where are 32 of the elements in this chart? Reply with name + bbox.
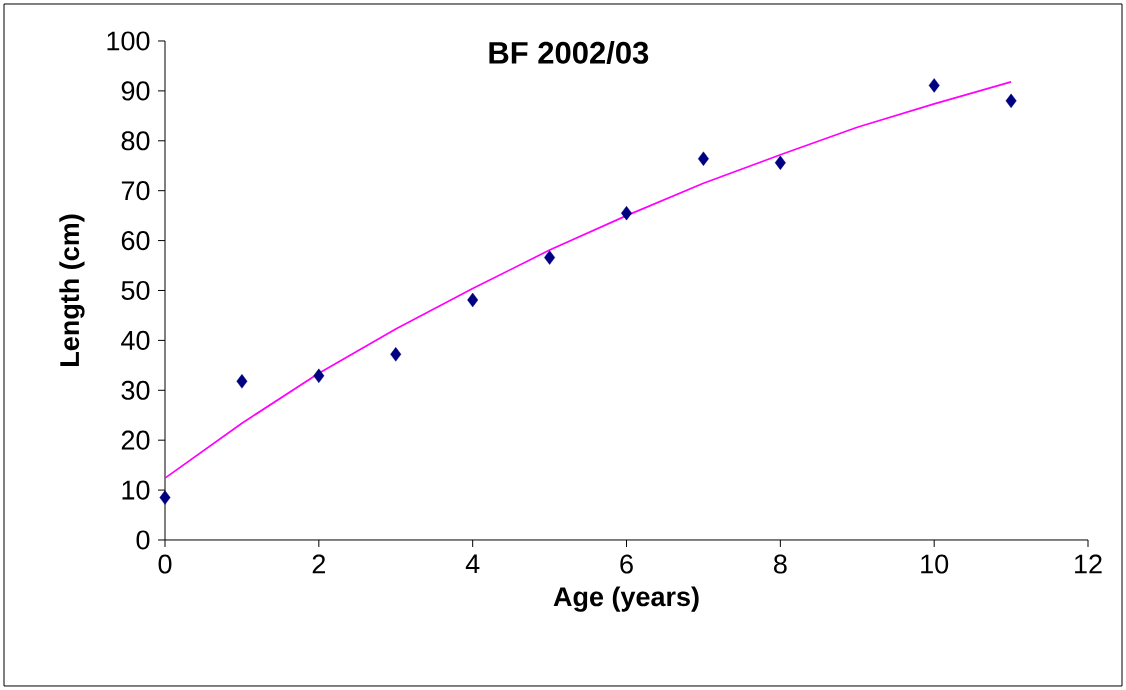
x-tick-label: 2 bbox=[312, 554, 325, 574]
point bbox=[774, 155, 786, 170]
point bbox=[313, 368, 325, 384]
y-tick-label: 0 bbox=[136, 530, 150, 550]
point bbox=[159, 490, 171, 505]
y-tick-label: 40 bbox=[121, 330, 150, 350]
point bbox=[697, 151, 709, 166]
y-tick-label: 10 bbox=[122, 480, 150, 500]
y-tick-label: 90 bbox=[121, 81, 150, 101]
x-tick-label: 6 bbox=[620, 554, 633, 574]
x-tick-label: 4 bbox=[465, 554, 480, 574]
point bbox=[467, 292, 479, 308]
y-tick-label: 30 bbox=[121, 380, 150, 400]
chart-title: BF 2002/03 bbox=[489, 41, 649, 65]
x-tick-label: 8 bbox=[774, 554, 787, 574]
point bbox=[390, 347, 402, 362]
y-tick-label: 70 bbox=[121, 181, 150, 201]
y-tick-label: 100 bbox=[107, 31, 150, 51]
y-tick-label: 50 bbox=[121, 280, 150, 301]
y-tick-label: 80 bbox=[121, 131, 150, 151]
y-tick-label: 20 bbox=[121, 430, 150, 450]
x-tick-label: 10 bbox=[921, 554, 949, 574]
point bbox=[544, 250, 556, 265]
x-tick-label: 12 bbox=[1075, 554, 1102, 574]
point bbox=[236, 374, 248, 389]
line-series bbox=[164, 81, 1012, 479]
y-axis-title: Length (cm) bbox=[59, 214, 85, 366]
point bbox=[1005, 93, 1017, 109]
x-axis-title: Age (years) bbox=[553, 586, 699, 612]
point bbox=[928, 78, 940, 93]
x-tick-label: 0 bbox=[158, 554, 172, 574]
y-tick-label: 60 bbox=[121, 231, 150, 251]
